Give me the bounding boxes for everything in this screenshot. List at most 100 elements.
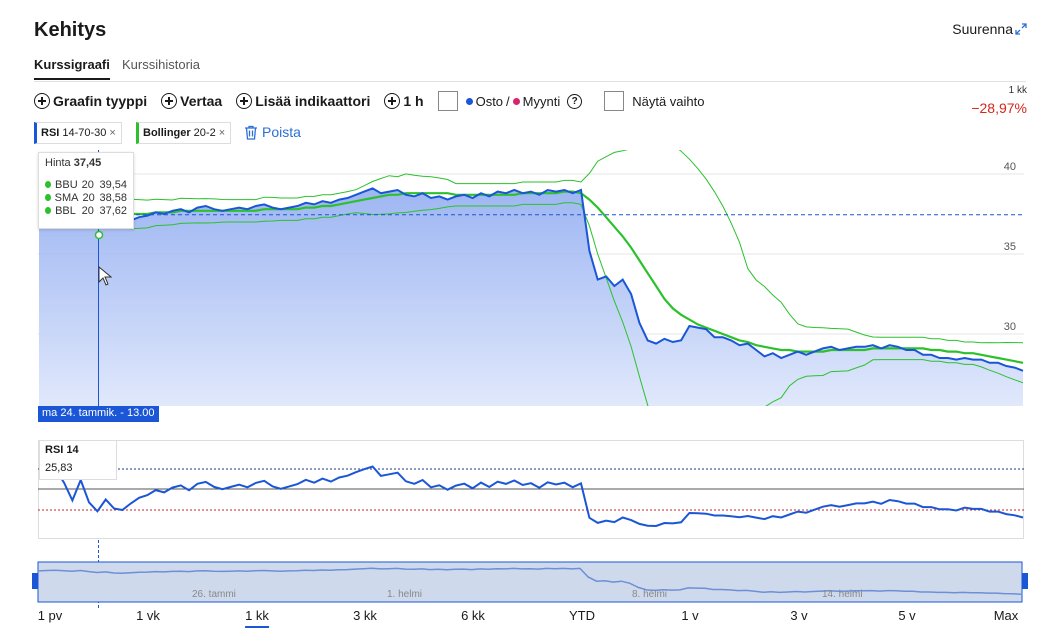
- chart-type-button[interactable]: Graafin tyyppi: [34, 93, 147, 109]
- range-button-1-pv[interactable]: 1 pv: [37, 608, 63, 623]
- rsi-label-box: RSI 14 25,83: [39, 440, 117, 480]
- indicator-chip-bollinger[interactable]: Bollinger 20-2 ×: [136, 122, 232, 144]
- zoom-link[interactable]: Suurenna: [952, 21, 1027, 37]
- navigator-date-label: 1. helmi: [387, 589, 422, 600]
- navigator-line: [38, 567, 1022, 596]
- interval-label: 1 h: [403, 93, 424, 109]
- tab-bar: Kurssigraafi Kurssihistoria: [34, 57, 1026, 82]
- interval-button[interactable]: 1 h: [384, 93, 424, 109]
- plus-circle-icon: [384, 93, 401, 109]
- bbu-dot-icon: [45, 181, 52, 188]
- chart-widget: Kehitys Suurenna Kurssigraafi Kurssihist…: [16, 0, 1041, 637]
- tooltip-price-value: 37,45: [73, 157, 102, 169]
- plus-circle-icon: [236, 93, 253, 109]
- navigator-date-label: 8. helmi: [632, 589, 667, 600]
- compare-button[interactable]: Vertaa: [161, 93, 222, 109]
- close-icon[interactable]: ×: [218, 127, 226, 139]
- show-volume-checkbox[interactable]: [604, 91, 625, 111]
- tooltip-row: BBL 20 37,62: [45, 204, 127, 217]
- buy-label: Osto: [475, 93, 504, 109]
- range-button-ytd[interactable]: YTD: [569, 608, 595, 623]
- range-button-1-v[interactable]: 1 v: [681, 608, 699, 623]
- crosshair-date-badge: ma 24. tammik. - 13.00: [38, 406, 159, 422]
- range-button-5-v[interactable]: 5 v: [898, 608, 916, 623]
- rsi-chart[interactable]: [38, 440, 1024, 539]
- rsi-title: RSI 14: [45, 444, 79, 456]
- period-change: −28,97%: [971, 100, 1027, 116]
- price-line: [38, 187, 1024, 372]
- range-navigator[interactable]: 26. tammi 1. helmi 8. helmi 14. helmi: [32, 561, 1028, 603]
- trades-legend: Osto / Myynti ?: [465, 93, 583, 109]
- range-button-max[interactable]: Max: [993, 608, 1019, 623]
- crosshair-marker: [94, 230, 104, 240]
- widget-title: Kehitys: [34, 19, 107, 41]
- tooltip-row-name: BBU: [55, 178, 78, 191]
- range-button-1-kk[interactable]: 1 kk: [245, 608, 269, 628]
- indicator-params: 20-2: [193, 127, 216, 139]
- legend-separator: /: [506, 93, 510, 109]
- y-axis: 30 35 40: [1004, 161, 1016, 333]
- tooltip-row-period: 20: [81, 204, 94, 217]
- remove-indicators-button[interactable]: Poista: [244, 124, 301, 140]
- tooltip-row-value: 39,54: [99, 178, 127, 191]
- tooltip-row-period: 20: [81, 178, 94, 191]
- trades-checkbox[interactable]: [437, 91, 458, 111]
- tab-price-history[interactable]: Kurssihistoria: [122, 57, 201, 72]
- tooltip-header: Hinta 37,45: [45, 157, 127, 169]
- chart-type-label: Graafin tyyppi: [53, 93, 148, 109]
- tooltip-row-period: 20: [82, 191, 95, 204]
- sell-dot-icon: [512, 97, 520, 105]
- show-volume-label: Näytä vaihto: [632, 93, 705, 109]
- add-indicator-button[interactable]: Lisää indikaattori: [236, 93, 370, 109]
- tooltip-row-value: 38,58: [99, 191, 127, 204]
- tooltip-row: BBU 20 39,54: [45, 178, 127, 191]
- bbl-dot-icon: [45, 207, 52, 214]
- tooltip-row: SMA 20 38,58: [45, 191, 127, 204]
- tab-price-chart[interactable]: Kurssigraafi: [34, 57, 110, 80]
- range-button-3-v[interactable]: 3 v: [790, 608, 808, 623]
- sell-label: Myynti: [522, 93, 561, 109]
- price-area: [39, 188, 1023, 406]
- period-label: 1 kk: [1008, 85, 1027, 96]
- zoom-label: Suurenna: [952, 21, 1013, 37]
- range-button-1-vk[interactable]: 1 vk: [136, 608, 160, 623]
- y-tick-label: 30: [1004, 321, 1016, 333]
- cursor-icon: [98, 266, 112, 286]
- indicator-name: RSI: [41, 127, 60, 139]
- rsi-line: [39, 465, 1024, 528]
- add-indicator-label: Lisää indikaattori: [255, 93, 371, 109]
- navigator-date-label: 26. tammi: [192, 589, 236, 600]
- tooltip-row-name: SMA: [54, 191, 79, 204]
- range-button-6-kk[interactable]: 6 kk: [461, 608, 485, 623]
- remove-label: Poista: [262, 124, 301, 140]
- expand-icon: [1015, 23, 1027, 35]
- close-icon[interactable]: ×: [109, 127, 116, 139]
- chart-toolbar: Graafin tyyppi Vertaa Lisää indikaattori…: [34, 90, 705, 112]
- y-tick-label: 40: [1004, 161, 1016, 173]
- navigator-left-handle[interactable]: [32, 573, 38, 589]
- plus-circle-icon: [161, 93, 178, 109]
- navigator-labels: 26. tammi 1. helmi 8. helmi 14. helmi: [192, 589, 863, 600]
- indicator-chip-rsi[interactable]: RSI 14-70-30 ×: [34, 122, 122, 144]
- plus-circle-icon: [34, 93, 50, 109]
- sma-line: [39, 190, 1024, 364]
- tooltip-row-value: 37,62: [99, 204, 127, 217]
- sma-dot-icon: [45, 194, 51, 201]
- trash-icon: [245, 125, 257, 140]
- navigator-right-handle[interactable]: [1022, 573, 1028, 589]
- help-icon[interactable]: ?: [567, 93, 583, 109]
- indicator-name: Bollinger: [143, 127, 191, 139]
- rsi-value: 25,83: [45, 462, 73, 474]
- tooltip-price-label: Hinta: [45, 157, 71, 169]
- price-tooltip: Hinta 37,45 BBU 20 39,54 SMA 20 38,58 BBL 20 3…: [38, 152, 134, 229]
- range-button-3-kk[interactable]: 3 kk: [353, 608, 377, 623]
- compare-label: Vertaa: [180, 93, 223, 109]
- price-chart[interactable]: 30 35 40: [38, 150, 1024, 406]
- navigator-date-label: 14. helmi: [822, 589, 863, 600]
- bollinger-lower-line: [38, 202, 1024, 406]
- buy-dot-icon: [465, 97, 473, 105]
- range-selector: 1 pv 1 vk 1 kk 3 kk 6 kk YTD 1 v 3 v 5 v Max: [38, 608, 1034, 632]
- indicator-params: 14-70-30: [62, 127, 107, 139]
- bollinger-upper-line: [38, 150, 1024, 344]
- y-tick-label: 35: [1004, 241, 1016, 253]
